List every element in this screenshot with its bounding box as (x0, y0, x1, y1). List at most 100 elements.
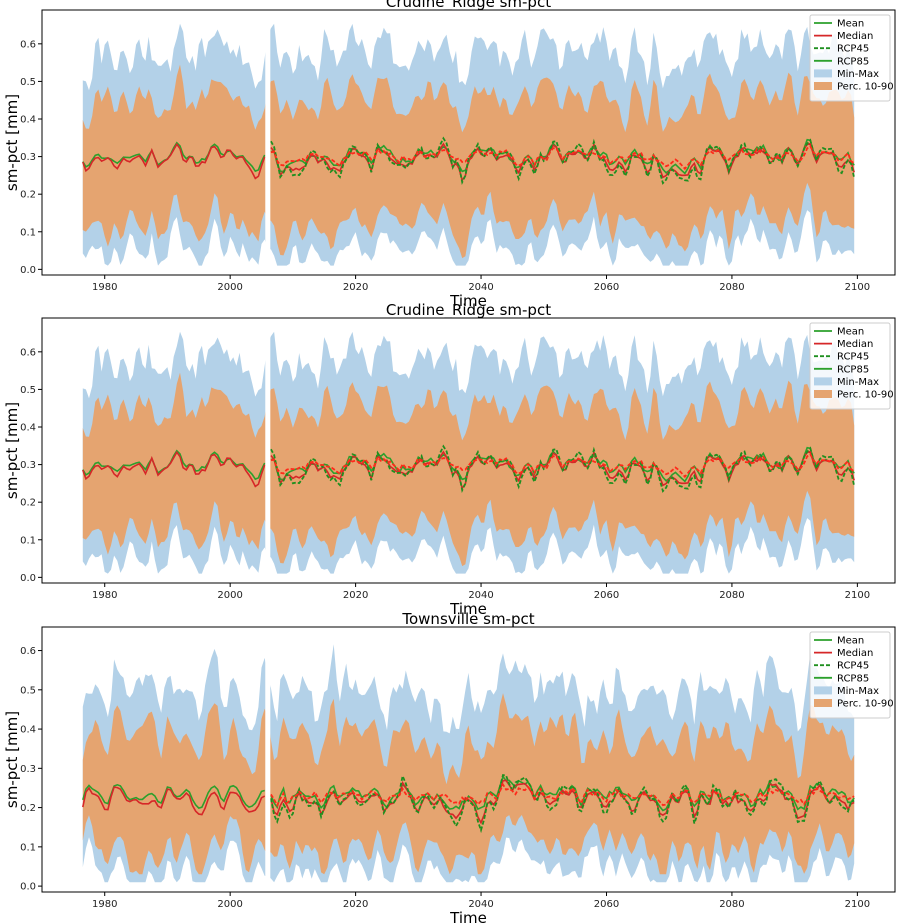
y-tick-label: 0.3 (20, 764, 36, 775)
legend-label: Min-Max (837, 377, 879, 388)
period-gap (265, 10, 271, 275)
line-rcp45 (270, 772, 855, 834)
band-perc-10-90 (82, 693, 855, 875)
legend-label: Mean (837, 636, 864, 647)
subplot-2: 1980 2000 2020 2040 2060 2080 2100 0.0 0.1 0.2 0.3… (3, 301, 896, 618)
line-rcp85-dashed (270, 782, 855, 808)
line-median-historical (82, 142, 266, 180)
legend-label: Perc. 10-90 (837, 390, 894, 401)
legend-label: RCP85 (837, 673, 869, 684)
line-rcp85 (270, 775, 855, 812)
y-tick-label: 0.3 (20, 152, 36, 163)
x-tick-label: 2100 (845, 899, 870, 910)
x-tick-label: 2000 (217, 590, 242, 601)
y-tick-label: 0.5 (20, 385, 36, 396)
line-rcp85-dashed (270, 144, 855, 171)
x-tick-label: 2020 (343, 899, 368, 910)
y-axis-label: sm-pct [mm] (3, 402, 21, 499)
x-tick-label: 2020 (343, 590, 368, 601)
legend-label: RCP85 (837, 364, 869, 375)
y-tick-label: 0.3 (20, 460, 36, 471)
subplot-1: 1980 2000 2020 2040 2060 2080 2100 0.0 0.1 0.2 0.3… (3, 0, 896, 310)
x-tick-label: 2080 (719, 282, 744, 293)
x-tick-label: 2060 (594, 282, 619, 293)
legend-box (809, 631, 891, 719)
chart-title: Crudine_Ridge sm-pct (386, 0, 551, 12)
axes-frame (41, 626, 896, 893)
legend-label: Median (837, 339, 873, 350)
legend-label: RCP85 (837, 56, 869, 67)
x-tick-label: 2000 (217, 899, 242, 910)
x-tick-label: 2080 (719, 899, 744, 910)
legend-swatch (814, 699, 832, 707)
legend-label: Perc. 10-90 (837, 699, 894, 710)
period-gap (265, 318, 271, 583)
line-mean-historical (82, 141, 266, 173)
legend-label: Perc. 10-90 (837, 82, 894, 93)
x-tick-label: 1980 (92, 590, 117, 601)
x-tick-label: 2060 (594, 590, 619, 601)
legend-label: Median (837, 648, 873, 659)
line-rcp85-dashed (270, 452, 855, 479)
x-tick-label: 2040 (468, 282, 493, 293)
legend-swatch (814, 686, 832, 695)
legend-label: Mean (837, 327, 864, 338)
x-tick-label: 2000 (217, 282, 242, 293)
y-tick-label: 0.4 (20, 115, 36, 126)
x-axis-label: Time (449, 909, 487, 924)
y-tick-label: 0.1 (20, 227, 36, 238)
y-tick-label: 0.1 (20, 535, 36, 546)
y-tick-label: 0.2 (20, 803, 36, 814)
x-tick-label: 2040 (468, 590, 493, 601)
line-median-historical (82, 786, 266, 816)
legend-swatch (814, 69, 832, 78)
x-tick-label: 2020 (343, 282, 368, 293)
legend-swatch (814, 82, 832, 90)
subplot-3: 1980 2000 2020 2040 2060 2080 2100 0.0 0.1 0.2 0.3… (3, 610, 896, 924)
y-tick-label: 0.0 (20, 573, 36, 584)
x-tick-label: 2040 (468, 899, 493, 910)
x-tick-label: 2060 (594, 899, 619, 910)
legend-label: Min-Max (837, 686, 879, 697)
y-tick-label: 0.1 (20, 842, 36, 853)
y-axis-label: sm-pct [mm] (3, 711, 21, 808)
y-tick-label: 0.0 (20, 882, 36, 893)
plot-area (82, 318, 856, 583)
plot-area (82, 10, 856, 275)
y-tick-label: 0.2 (20, 498, 36, 509)
x-tick-label: 1980 (92, 899, 117, 910)
y-tick-label: 0.6 (20, 347, 36, 358)
x-tick-label: 2100 (845, 590, 870, 601)
legend-label: RCP45 (837, 44, 869, 55)
y-tick-label: 0.5 (20, 685, 36, 696)
legend-label: RCP45 (837, 352, 869, 363)
x-tick-label: 1980 (92, 282, 117, 293)
legend-box (809, 14, 891, 102)
legend-label: Median (837, 31, 873, 42)
y-tick-label: 0.6 (20, 646, 36, 657)
line-median-historical (82, 450, 266, 488)
chart-title: Crudine_Ridge sm-pct (386, 301, 551, 320)
x-tick-label: 2100 (845, 282, 870, 293)
y-tick-label: 0.2 (20, 190, 36, 201)
y-tick-label: 0.0 (20, 265, 36, 276)
x-axis-label: Time (449, 292, 487, 310)
axes-frame (41, 317, 896, 584)
legend-swatch (814, 390, 832, 398)
x-axis-label: Time (449, 600, 487, 618)
axes-frame (41, 9, 896, 276)
legend-swatch (814, 377, 832, 386)
y-axis-label: sm-pct [mm] (3, 94, 21, 191)
legend-label: Mean (837, 19, 864, 30)
legend-label: RCP45 (837, 661, 869, 672)
x-tick-label: 2080 (719, 590, 744, 601)
y-tick-label: 0.5 (20, 77, 36, 88)
y-tick-label: 0.6 (20, 39, 36, 50)
plot-area (82, 627, 855, 892)
chart-title: Townsville sm-pct (401, 610, 534, 628)
legend-label: Min-Max (837, 69, 879, 80)
